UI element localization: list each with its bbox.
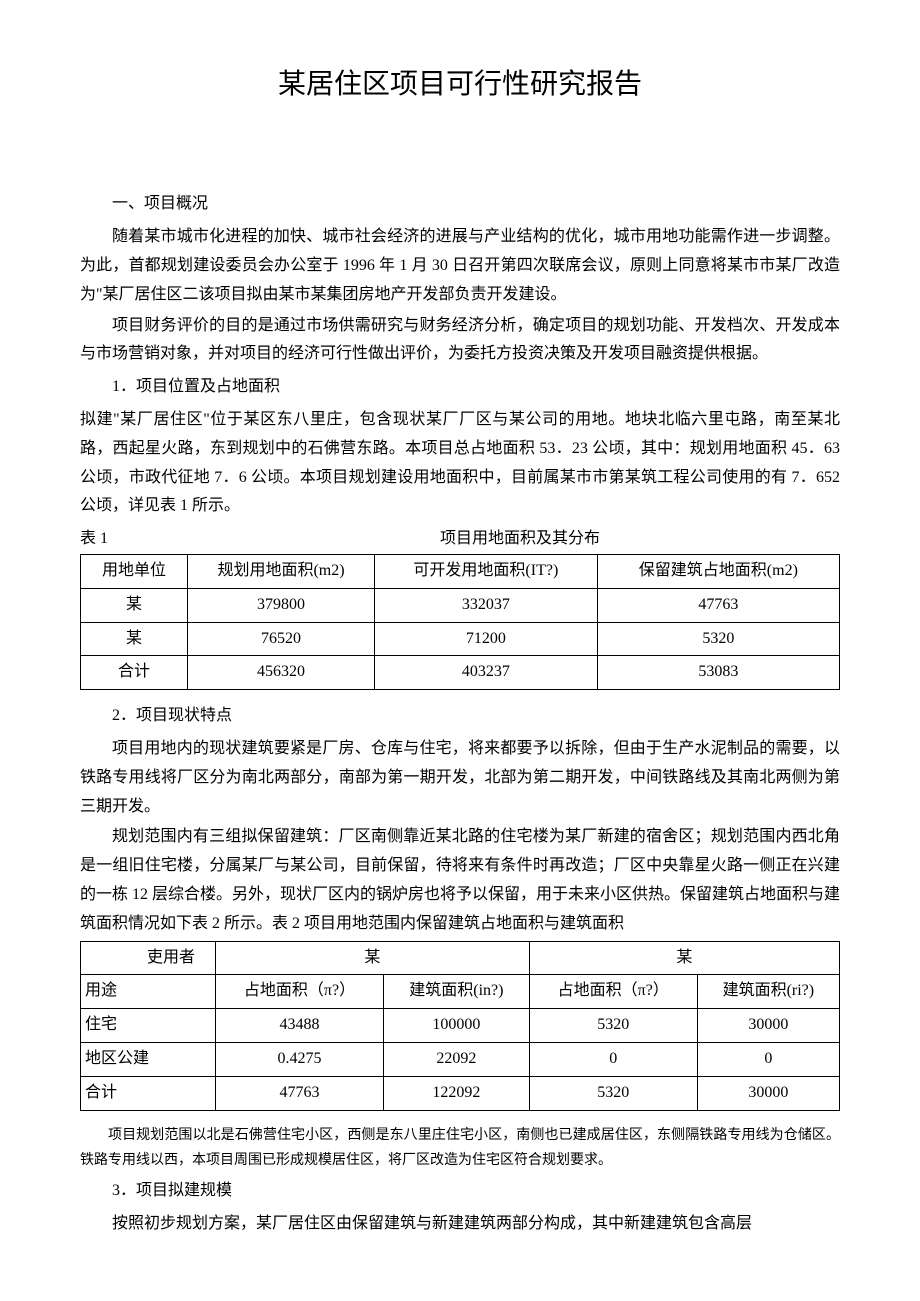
table1-title: 项目用地面积及其分布 xyxy=(200,525,840,554)
cell: 379800 xyxy=(188,588,375,622)
cell: 0 xyxy=(697,1042,839,1076)
table2-sub3: 占地面积（π?） xyxy=(529,975,697,1009)
cell: 5320 xyxy=(529,1076,697,1110)
table1-col1: 规划用地面积(m2) xyxy=(188,554,375,588)
cell: 合计 xyxy=(81,1076,216,1110)
table1-col3: 保留建筑占地面积(m2) xyxy=(597,554,839,588)
cell: 地区公建 xyxy=(81,1042,216,1076)
cell: 5320 xyxy=(529,1009,697,1043)
table2-sub1: 占地面积（π?） xyxy=(216,975,384,1009)
cell: 住宅 xyxy=(81,1009,216,1043)
cell: 100000 xyxy=(383,1009,529,1043)
cell: 合计 xyxy=(81,656,188,690)
cell: 0.4275 xyxy=(216,1042,384,1076)
cell: 71200 xyxy=(375,622,598,656)
cell: 0 xyxy=(529,1042,697,1076)
table-row: 用地单位 规划用地面积(m2) 可开发用地面积(IT?) 保留建筑占地面积(m2… xyxy=(81,554,840,588)
paragraph-2: 项目财务评价的目的是通过市场供需研究与财务经济分析，确定项目的规划功能、开发档次… xyxy=(80,312,840,370)
table-row: 某 379800 332037 47763 xyxy=(81,588,840,622)
cell: 76520 xyxy=(188,622,375,656)
cell: 332037 xyxy=(375,588,598,622)
table2-top2: 某 xyxy=(529,941,839,975)
paragraph-6: 项目规划范围以北是石佛营住宅小区，西侧是东八里庄住宅小区，南侧也已建成居住区，东… xyxy=(80,1123,840,1173)
cell: 122092 xyxy=(383,1076,529,1110)
table2-sub2: 建筑面积(in?) xyxy=(383,975,529,1009)
table-row: 住宅 43488 100000 5320 30000 xyxy=(81,1009,840,1043)
section-1-heading: 一、项目概况 xyxy=(80,190,840,219)
table2-sub4: 建筑面积(ri?) xyxy=(697,975,839,1009)
paragraph-7: 按照初步规划方案，某厂居住区由保留建筑与新建建筑两部分构成，其中新建建筑包含高层 xyxy=(80,1210,840,1239)
cell: 某 xyxy=(81,622,188,656)
cell: 47763 xyxy=(597,588,839,622)
cell: 22092 xyxy=(383,1042,529,1076)
cell: 403237 xyxy=(375,656,598,690)
cell: 456320 xyxy=(188,656,375,690)
cell: 30000 xyxy=(697,1076,839,1110)
table-row: 用途 占地面积（π?） 建筑面积(in?) 占地面积（π?） 建筑面积(ri?) xyxy=(81,975,840,1009)
paragraph-5: 规划范围内有三组拟保留建筑：厂区南侧靠近某北路的住宅楼为某厂新建的宿舍区；规划范… xyxy=(80,823,840,938)
paragraph-1: 随着某市城市化进程的加快、城市社会经济的进展与产业结构的优化，城市用地功能需作进… xyxy=(80,223,840,309)
paragraph-4: 项目用地内的现状建筑要紧是厂房、仓库与住宅，将来都要予以拆除，但由于生产水泥制品… xyxy=(80,735,840,821)
table1-col2: 可开发用地面积(IT?) xyxy=(375,554,598,588)
table-row: 合计 47763 122092 5320 30000 xyxy=(81,1076,840,1110)
table1-label: 表 1 xyxy=(80,525,200,554)
cell: 43488 xyxy=(216,1009,384,1043)
table-row: 吏用者 某 某 xyxy=(81,941,840,975)
table-2: 吏用者 某 某 用途 占地面积（π?） 建筑面积(in?) 占地面积（π?） 建… xyxy=(80,941,840,1111)
table-1: 用地单位 规划用地面积(m2) 可开发用地面积(IT?) 保留建筑占地面积(m2… xyxy=(80,554,840,690)
section-1-3-heading: 3．项目拟建规模 xyxy=(80,1177,840,1206)
paragraph-3: 拟建"某厂居住区"位于某区东八里庄，包含现状某厂厂区与某公司的用地。地块北临六里… xyxy=(80,406,840,521)
section-1-1-heading: 1．项目位置及占地面积 xyxy=(80,373,840,402)
cell: 某 xyxy=(81,588,188,622)
cell: 30000 xyxy=(697,1009,839,1043)
table2-top1: 某 xyxy=(216,941,530,975)
table1-caption: 表 1 项目用地面积及其分布 xyxy=(80,525,840,554)
cell: 53083 xyxy=(597,656,839,690)
cell: 5320 xyxy=(597,622,839,656)
section-1-2-heading: 2．项目现状特点 xyxy=(80,702,840,731)
table-row: 某 76520 71200 5320 xyxy=(81,622,840,656)
table-row: 地区公建 0.4275 22092 0 0 xyxy=(81,1042,840,1076)
table2-top0: 吏用者 xyxy=(81,941,216,975)
table-row: 合计 456320 403237 53083 xyxy=(81,656,840,690)
table1-col0: 用地单位 xyxy=(81,554,188,588)
cell: 47763 xyxy=(216,1076,384,1110)
document-title: 某居住区项目可行性研究报告 xyxy=(80,60,840,110)
table2-sub0: 用途 xyxy=(81,975,216,1009)
